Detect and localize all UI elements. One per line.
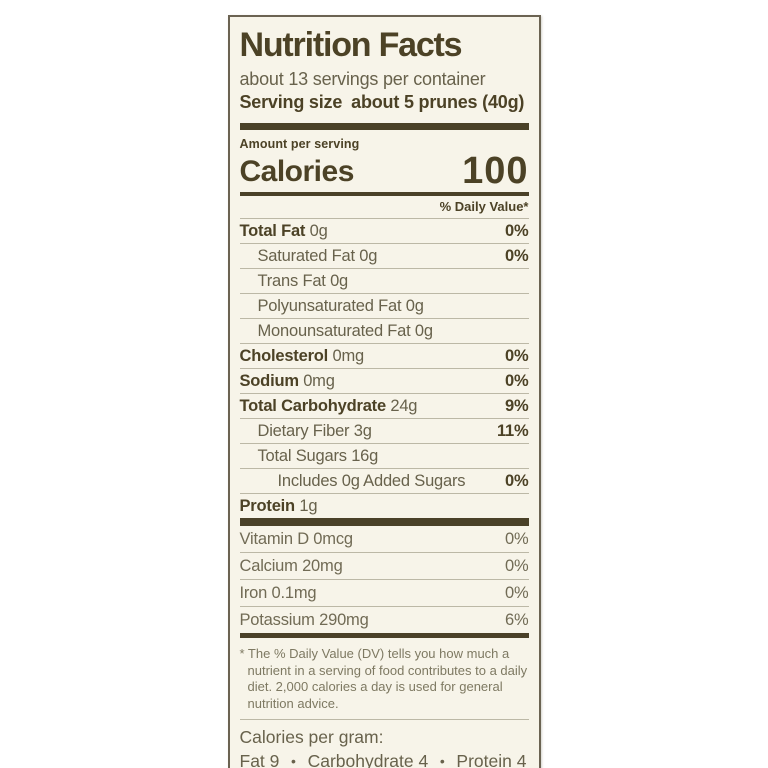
serving-size-label: Serving size <box>239 92 343 112</box>
amount-per-serving-label: Amount per serving <box>239 137 360 151</box>
nutrient-row-polyunsaturated-fat: Polyunsaturated Fat 0g <box>239 293 529 318</box>
nutrient-row-total-fat: Total Fat 0g 0% <box>239 218 529 243</box>
nutrient-name: Total Fat <box>239 221 306 240</box>
daily-value-header: % Daily Value* <box>439 199 529 214</box>
vitamin-dv: 6% <box>505 610 529 629</box>
serving-size-row: Serving size about 5 prunes (40g) <box>240 91 529 114</box>
nutrient-amount: Includes 0g Added Sugars <box>277 471 466 490</box>
nutrition-facts-label: Nutrition Facts about 13 servings per co… <box>227 15 541 768</box>
nutrient-row-dietary-fiber: Dietary Fiber 3g 11% <box>239 418 529 443</box>
nutrient-row-cholesterol: Cholesterol 0mg 0% <box>239 343 529 368</box>
divider-medium-footnote <box>239 633 529 638</box>
nutrient-name: Sodium <box>239 371 300 390</box>
vitamin-dv: 0% <box>505 556 529 575</box>
nutrient-amount: 1g <box>294 496 318 515</box>
vitamin-name: Vitamin D 0mcg <box>239 529 354 548</box>
vitamin-name: Calcium 20mg <box>239 556 343 575</box>
calories-row: Calories 100 <box>239 150 529 192</box>
nutrient-dv: 0% <box>505 346 529 365</box>
nutrient-row-added-sugars: Includes 0g Added Sugars 0% <box>239 468 529 493</box>
vitamin-name: Iron 0.1mg <box>239 583 317 602</box>
vitamin-row-calcium: Calcium 20mg 0% <box>239 552 529 579</box>
nutrient-amount: 0mg <box>298 371 335 390</box>
nutrient-row-sodium: Sodium 0mg 0% <box>239 368 529 393</box>
daily-value-footnote: * The % Daily Value (DV) tells you how m… <box>239 646 528 711</box>
nutrient-row-saturated-fat: Saturated Fat 0g 0% <box>239 243 529 268</box>
nutrient-dv: 0% <box>505 246 529 265</box>
vitamin-row-iron: Iron 0.1mg 0% <box>239 579 529 606</box>
nutrient-name: Protein <box>239 496 296 515</box>
nutrient-amount: 0g <box>305 221 328 240</box>
divider-thick-top <box>239 123 529 130</box>
bullet-separator: • <box>291 753 296 768</box>
label-title: Nutrition Facts <box>239 26 463 64</box>
nutrient-dv: 0% <box>505 371 529 390</box>
nutrient-name: Total Carbohydrate <box>239 396 387 415</box>
divider-medium-calories <box>239 192 529 196</box>
vitamin-row-vitamin-d: Vitamin D 0mcg 0% <box>240 526 529 552</box>
nutrient-amount: 24g <box>385 396 418 415</box>
calories-per-gram-section: Calories per gram: Fat 9 • Carbohydrate … <box>239 719 529 768</box>
cpg-carbohydrate: Carbohydrate 4 <box>307 751 429 768</box>
nutrient-row-total-carbohydrate: Total Carbohydrate 24g 9% <box>239 393 529 418</box>
cpg-protein: Protein 4 <box>456 751 527 768</box>
nutrient-amount: Monounsaturated Fat 0g <box>257 321 434 340</box>
vitamin-row-potassium: Potassium 290mg 6% <box>239 606 529 633</box>
nutrient-dv: 11% <box>496 421 529 440</box>
nutrient-row-trans-fat: Trans Fat 0g <box>239 268 529 293</box>
nutrient-amount: Trans Fat 0g <box>257 271 349 290</box>
vitamin-name: Potassium 290mg <box>239 610 369 629</box>
nutrient-dv: 9% <box>505 396 529 415</box>
nutrient-row-total-sugars: Total Sugars 16g <box>239 443 529 468</box>
calories-per-gram-title: Calories per gram: <box>239 727 384 747</box>
vitamin-dv: 0% <box>505 583 529 602</box>
nutrient-amount: Total Sugars 16g <box>257 446 379 465</box>
nutrient-row-monounsaturated-fat: Monounsaturated Fat 0g <box>239 318 529 343</box>
nutrient-dv: 0% <box>505 471 529 490</box>
nutrient-amount: 0mg <box>328 346 364 365</box>
servings-per-container: about 13 servings per container <box>239 69 486 89</box>
vitamin-dv: 0% <box>505 529 529 548</box>
calories-label: Calories <box>239 155 355 188</box>
nutrient-name: Cholesterol <box>239 346 329 365</box>
divider-thick-vitamins <box>239 518 529 526</box>
nutrient-amount: Dietary Fiber 3g <box>257 421 372 440</box>
nutrient-dv: 0% <box>505 221 529 240</box>
nutrient-amount: Saturated Fat 0g <box>257 246 378 265</box>
serving-size-value: about 5 prunes (40g) <box>351 92 525 112</box>
cpg-fat: Fat 9 <box>239 751 280 768</box>
nutrient-row-protein: Protein 1g <box>239 493 529 518</box>
nutrient-amount: Polyunsaturated Fat 0g <box>257 296 424 315</box>
calories-value: 100 <box>462 150 529 192</box>
calories-per-gram-values: Fat 9 • Carbohydrate 4 • Protein 4 <box>240 748 529 768</box>
bullet-separator: • <box>439 753 445 768</box>
